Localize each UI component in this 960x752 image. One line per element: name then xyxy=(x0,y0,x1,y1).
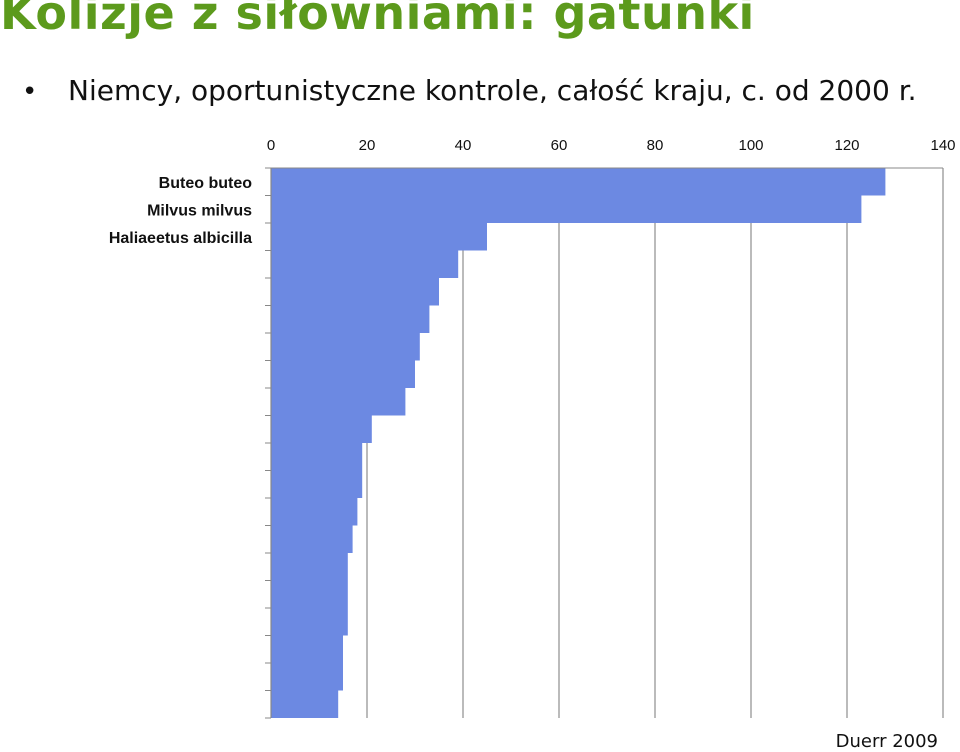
slide-title: Kolizje z siłowniami: gatunki xyxy=(0,0,755,40)
bar-13 xyxy=(271,525,353,553)
bar-1 xyxy=(271,195,862,223)
category-label-2: Haliaeetus albicilla xyxy=(109,230,252,247)
bar-4 xyxy=(271,278,439,306)
bar-9 xyxy=(271,415,372,443)
x-tick-label-4: 80 xyxy=(647,137,664,154)
bar-14 xyxy=(271,553,348,581)
bar-0 xyxy=(271,168,886,196)
x-tick-label-2: 40 xyxy=(455,137,472,154)
bar-chart: 0 20 40 60 80 100 120 140 Buteo buteo Milvus milv… xyxy=(109,137,956,719)
x-tick-label-7: 140 xyxy=(930,137,955,154)
bar-12 xyxy=(271,498,358,526)
x-tick-label-5: 100 xyxy=(738,137,763,154)
bullet-text: Niemcy, oportunistyczne kontrole, całość… xyxy=(68,74,917,107)
chart-axes xyxy=(265,167,943,719)
bar-7 xyxy=(271,360,415,388)
bar-2 xyxy=(271,223,487,251)
bar-6 xyxy=(271,333,420,361)
category-label-0: Buteo buteo xyxy=(159,175,253,192)
bar-3 xyxy=(271,250,459,278)
bar-11 xyxy=(271,470,363,498)
x-tick-label-6: 120 xyxy=(834,137,859,154)
chart-gridlines xyxy=(366,168,944,718)
bar-15 xyxy=(271,580,348,608)
bullet-item: • Niemcy, oportunistyczne kontrole, całoś… xyxy=(22,74,917,107)
chart-labels: 0 20 40 60 80 100 120 140 Buteo buteo Milvus milv… xyxy=(109,137,956,247)
x-tick-label-3: 60 xyxy=(551,137,568,154)
x-tick-label-1: 20 xyxy=(359,137,376,154)
bar-5 xyxy=(271,305,430,333)
bar-8 xyxy=(271,388,406,416)
bar-17 xyxy=(271,635,343,663)
bar-16 xyxy=(271,608,348,636)
x-tick-label-0: 0 xyxy=(267,137,275,154)
bar-19 xyxy=(271,690,339,718)
chart-bars xyxy=(271,168,886,718)
category-label-1: Milvus milvus xyxy=(147,202,252,219)
bullet-icon: • xyxy=(22,77,38,107)
bar-18 xyxy=(271,663,343,691)
bar-10 xyxy=(271,443,363,471)
source-credit: Duerr 2009 xyxy=(835,731,938,752)
